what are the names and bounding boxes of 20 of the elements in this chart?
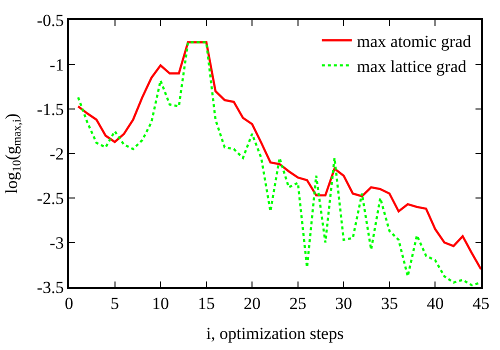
y-tick-label: -1.5 xyxy=(36,100,64,119)
y-tick-label: -3 xyxy=(50,233,64,252)
x-tick-label: 5 xyxy=(110,294,120,314)
x-tick-label: 35 xyxy=(380,294,398,314)
x-tick-label: 15 xyxy=(198,294,215,314)
y-tick-label: -2.5 xyxy=(36,188,64,208)
y-tick-label: -1 xyxy=(50,55,64,74)
x-tick-label: 0 xyxy=(64,294,74,314)
x-tick-label: 45 xyxy=(472,294,490,314)
x-tick-label: 10 xyxy=(152,294,170,314)
x-tick-label: 40 xyxy=(426,294,444,314)
x-axis-title: i, optimization steps xyxy=(206,324,344,344)
x-tick-label: 25 xyxy=(289,294,306,314)
x-tick-label: 30 xyxy=(335,294,352,314)
y-tick-label: -2 xyxy=(50,144,64,164)
y-tick-label: -3.5 xyxy=(36,278,64,297)
x-tick-label: 20 xyxy=(244,294,261,314)
y-tick-label: -0.5 xyxy=(36,10,64,30)
legend-label: max atomic grad xyxy=(356,32,472,51)
legend-label: max lattice grad xyxy=(356,56,467,76)
